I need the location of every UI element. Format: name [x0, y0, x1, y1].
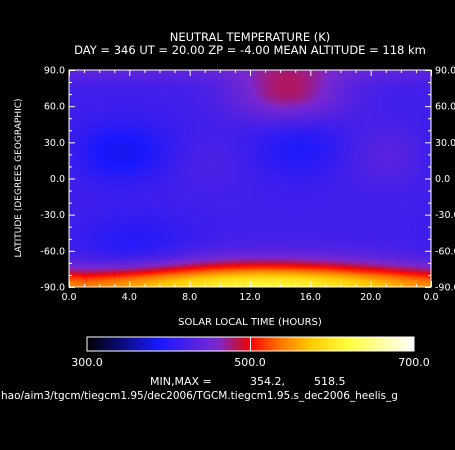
- x-axis-label: SOLAR LOCAL TIME (HOURS): [178, 317, 322, 328]
- min-value: 354.2,: [250, 375, 285, 388]
- file-path: hao/aim3/tgcm/tiegcm1.95/dec2006/TGCM.ti…: [1, 390, 398, 402]
- y-tick-label-right: 0.0: [435, 174, 450, 185]
- axis-ticks: [69, 70, 432, 288]
- axis-tick-labels: 0.0 4.0 8.0 12.0 16.0 20.0 0.090.060.030.00.0-…: [40, 66, 455, 304]
- y-tick-label: 0.0: [50, 174, 65, 185]
- x-tick-label: 0.0: [61, 292, 76, 303]
- chart-title: NEUTRAL TEMPERATURE (K): [170, 30, 331, 44]
- x-tick-label: 16.0: [300, 292, 321, 303]
- heatmap-image: [69, 70, 431, 287]
- x-tick-label: 4.0: [122, 292, 137, 303]
- x-tick-label: 8.0: [182, 292, 197, 303]
- y-tick-label-right: 30.0: [435, 138, 455, 149]
- minmax-label: MIN,MAX =: [150, 375, 212, 388]
- chart-subtitle: DAY = 346 UT = 20.00 ZP = -4.00 MEAN ALT…: [74, 43, 426, 57]
- max-value: 518.5: [314, 375, 346, 388]
- x-tick-label: 0.0: [423, 292, 438, 303]
- y-axis-label: LATITUDE (DEGREES GEOGRAPHIC): [14, 98, 24, 257]
- y-tick-label: 30.0: [44, 138, 65, 149]
- y-tick-label-right: 90.0: [435, 66, 455, 77]
- y-tick-label-right: -30.0: [435, 210, 455, 221]
- colorbar-max-label: 700.0: [398, 356, 430, 369]
- y-tick-label-right: 60.0: [435, 102, 455, 113]
- y-tick-label: 90.0: [44, 66, 65, 77]
- y-tick-label: -30.0: [40, 210, 65, 221]
- x-tick-label: 20.0: [360, 292, 381, 303]
- y-tick-label: -90.0: [40, 283, 65, 294]
- y-tick-label-right: -90.0: [435, 283, 455, 294]
- y-tick-label: -60.0: [40, 246, 65, 257]
- colorbar-mid-label: 500.0: [234, 356, 266, 369]
- y-tick-label-right: -60.0: [435, 246, 455, 257]
- colorbar-min-label: 300.0: [71, 356, 103, 369]
- y-tick-label: 60.0: [44, 102, 65, 113]
- x-tick-label: 12.0: [239, 292, 260, 303]
